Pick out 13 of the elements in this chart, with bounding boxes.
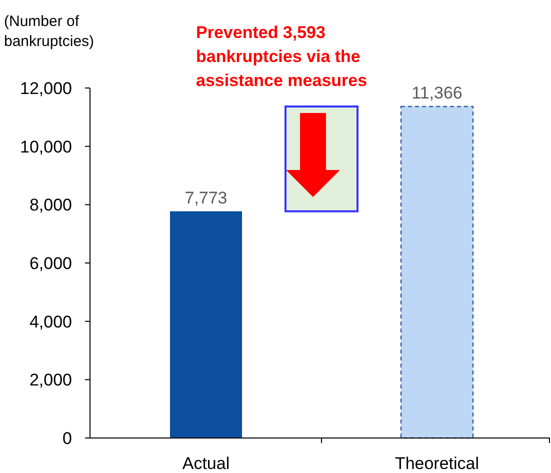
y-axis-title: (Number of bankruptcies) bbox=[4, 13, 94, 50]
x-tick-label: Theoretical bbox=[394, 454, 480, 473]
y-tick-label: 2,000 bbox=[29, 370, 72, 390]
data-label: 11,366 bbox=[412, 83, 462, 102]
data-label: 7,773 bbox=[184, 188, 228, 208]
annotation: Prevented 3,593 bankruptcies via the assistance measures bbox=[196, 23, 368, 90]
y-tick-label: 12,000 bbox=[20, 78, 72, 98]
y-tick-label: 10,000 bbox=[20, 137, 72, 156]
y-tick-label: 0 bbox=[62, 428, 72, 448]
y-tick-label: 8,000 bbox=[29, 196, 72, 215]
y-tick-label: 6,000 bbox=[29, 254, 72, 273]
x-tick-label: Actual bbox=[182, 454, 230, 473]
y-tick-label: 4,000 bbox=[29, 312, 72, 332]
